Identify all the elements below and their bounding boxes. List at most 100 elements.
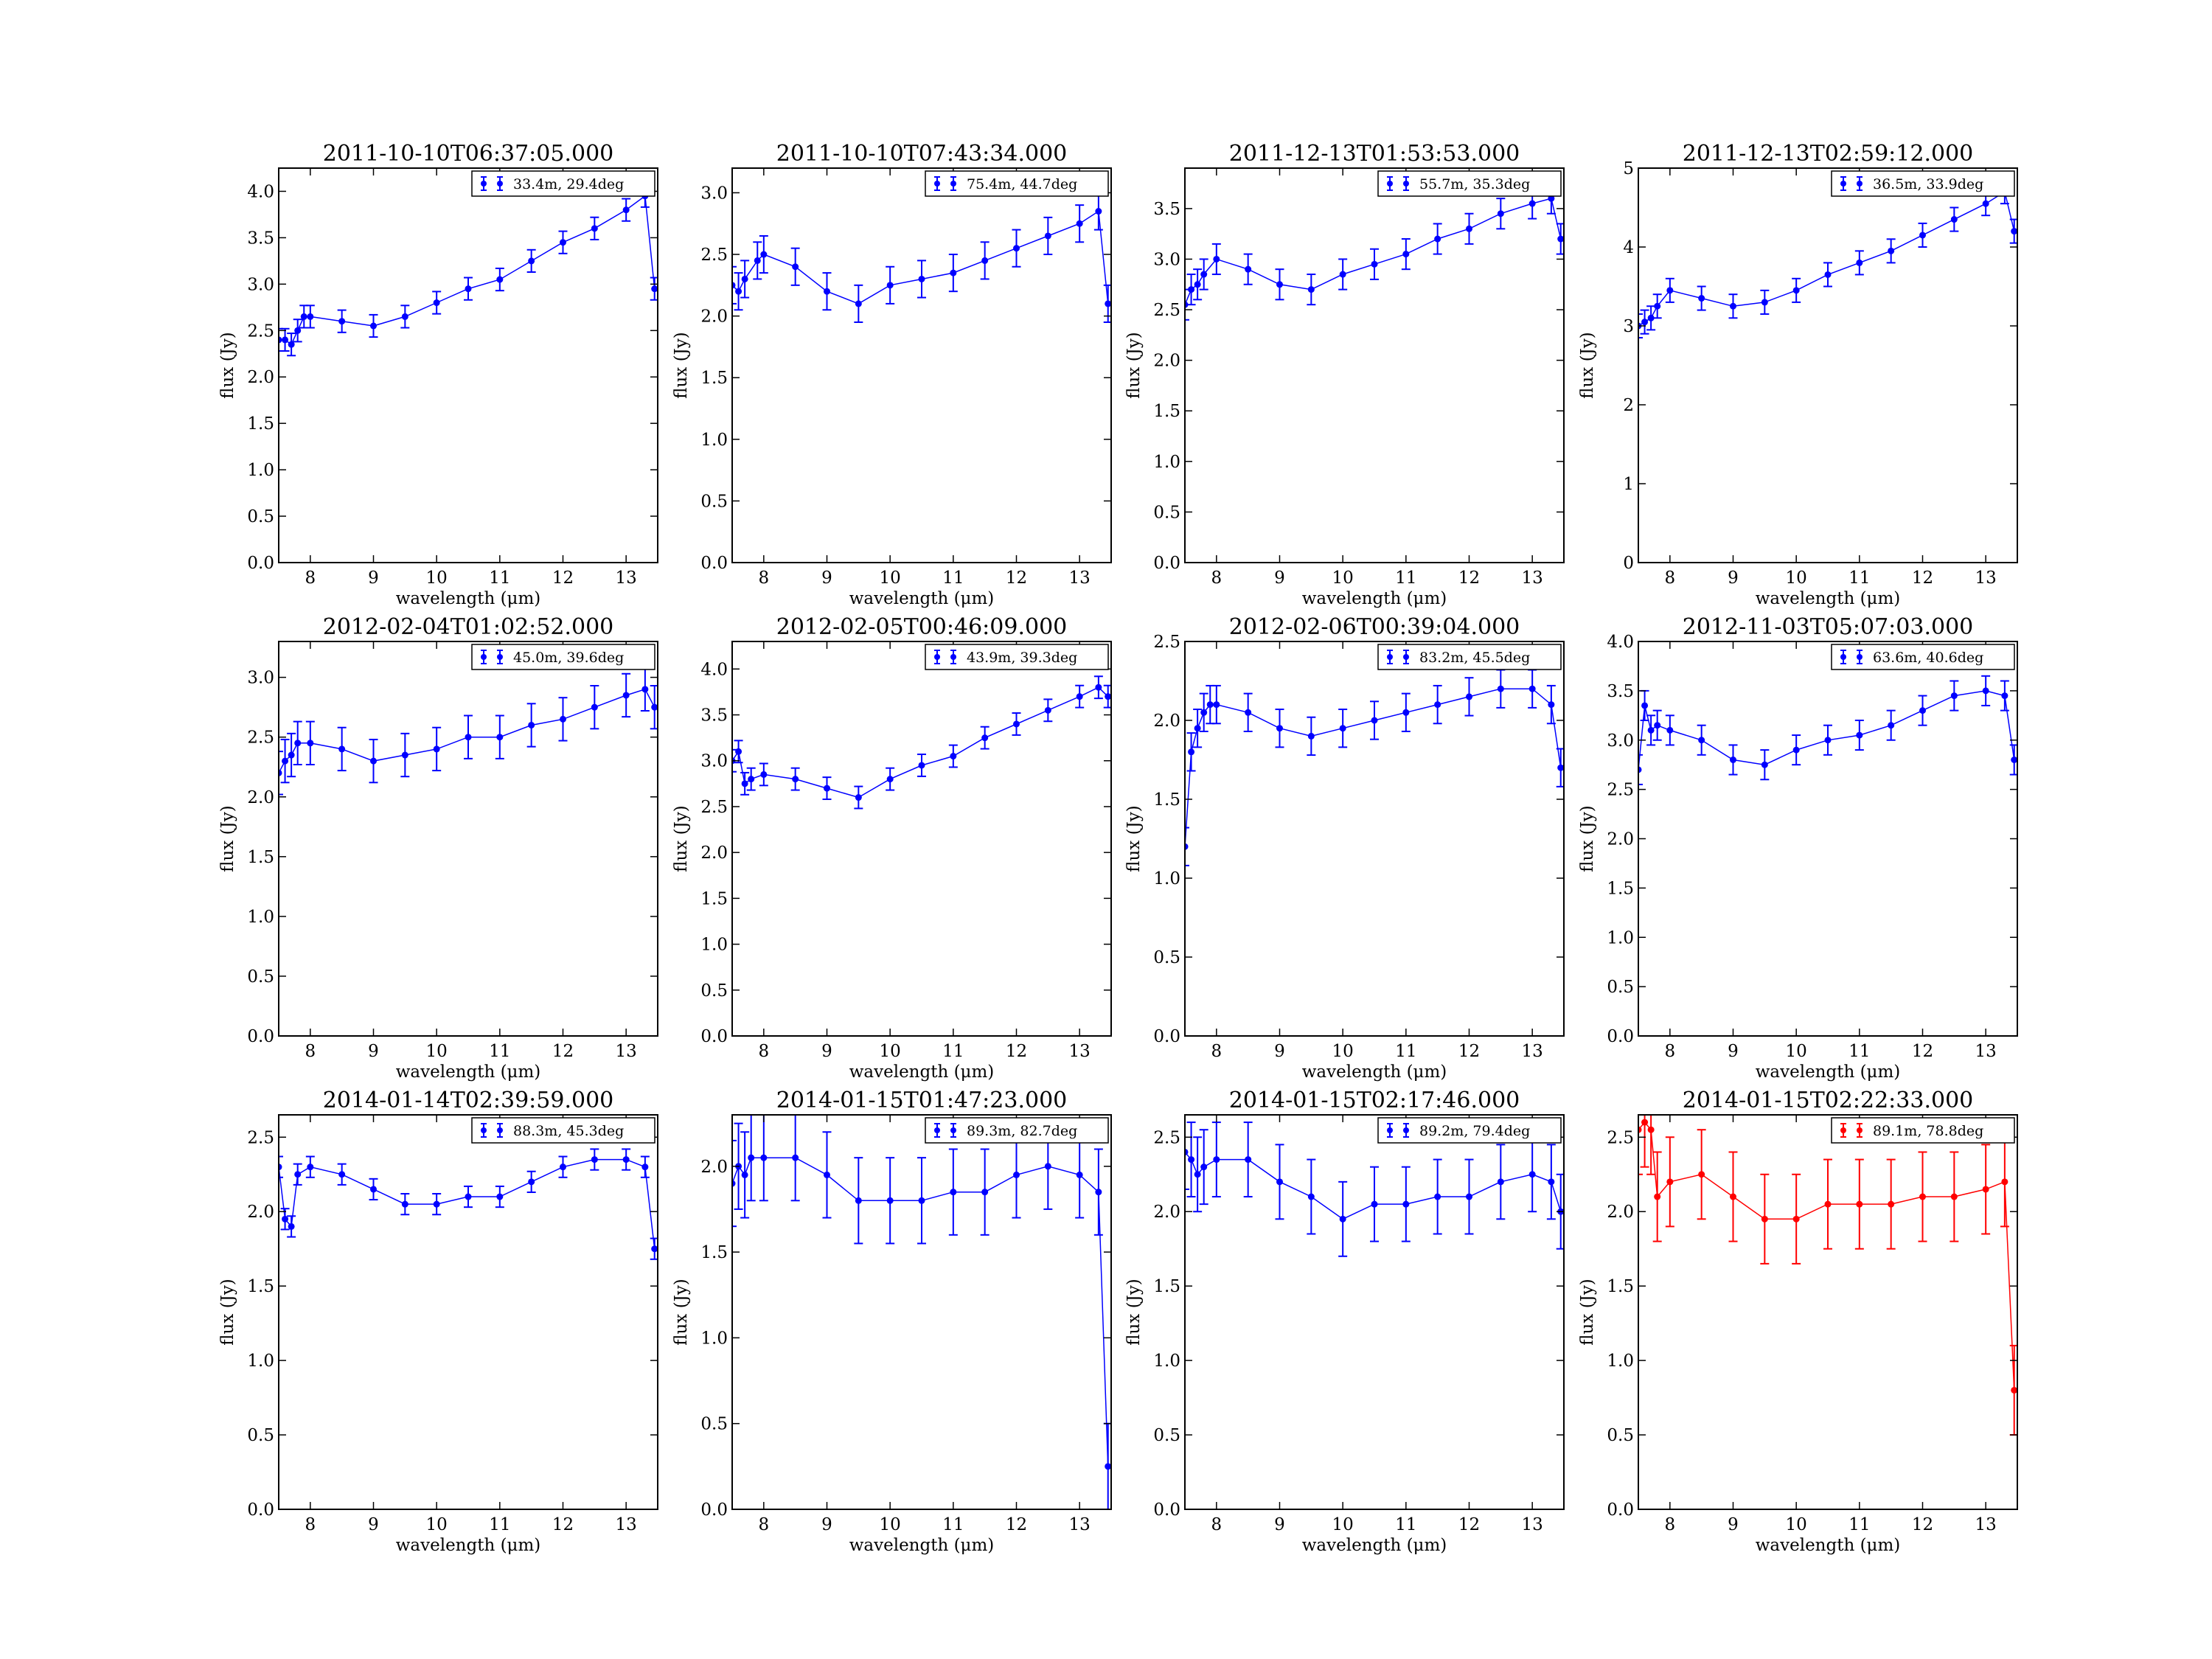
y-tick-label: 3.0 <box>700 752 728 771</box>
x-axis-label: wavelength (μm) <box>1756 1062 1901 1082</box>
series-line <box>279 195 655 346</box>
data-point <box>1245 709 1252 716</box>
x-tick-label: 12 <box>1458 1042 1480 1061</box>
legend: 75.4m, 44.7deg <box>925 170 1109 197</box>
data-point <box>760 1154 768 1161</box>
x-tick-label: 8 <box>305 568 316 588</box>
y-axis-label: flux (Jy) <box>672 805 691 872</box>
y-tick-label: 0.0 <box>247 1500 274 1520</box>
data-point <box>294 1171 302 1178</box>
x-tick-label: 12 <box>1458 1515 1480 1534</box>
y-tick-label: 3.0 <box>1607 731 1634 751</box>
y-tick-label: 5 <box>1623 159 1634 178</box>
legend-label: 89.3m, 82.7deg <box>967 1123 1077 1139</box>
data-point <box>433 1200 440 1208</box>
y-tick-label: 2.5 <box>700 798 728 817</box>
data-point <box>2011 228 2017 235</box>
series-line <box>732 686 1109 799</box>
y-tick-label: 3.5 <box>247 229 274 248</box>
legend-label: 89.2m, 79.4deg <box>1419 1123 1530 1139</box>
subplot-8: 2012-11-03T05:07:03.000 8 9 10 11 12 13 0.0 0.5 1… <box>1578 614 2018 1082</box>
legend-marker-point <box>950 181 956 187</box>
data-point <box>465 285 472 293</box>
y-tick-label: 4.0 <box>1607 633 1634 652</box>
y-tick-label: 2.5 <box>1153 633 1180 652</box>
series-line <box>1185 198 1562 305</box>
data-point <box>1856 1200 1863 1208</box>
y-axis-label: flux (Jy) <box>1578 1279 1597 1346</box>
data-point <box>1402 251 1410 258</box>
data-point <box>855 300 862 307</box>
data-point <box>279 1164 282 1171</box>
data-point <box>1730 302 1736 310</box>
data-series <box>279 667 658 796</box>
y-axis-label: flux (Jy) <box>1124 805 1144 872</box>
data-point <box>1666 1178 1674 1186</box>
legend: 89.3m, 82.7deg <box>925 1117 1109 1144</box>
y-tick-label: 1.5 <box>1607 1277 1634 1296</box>
legend-marker-point <box>1403 1127 1409 1133</box>
y-tick-label: 2.5 <box>1607 1128 1634 1147</box>
data-point <box>1044 232 1051 240</box>
y-tick-label: 2.5 <box>1153 301 1180 320</box>
data-point <box>855 794 862 801</box>
y-tick-label: 2.5 <box>247 1128 274 1147</box>
data-point <box>1213 255 1220 262</box>
x-axis-label: wavelength (μm) <box>849 1536 995 1555</box>
data-point <box>651 1245 658 1253</box>
data-point <box>1856 259 1863 266</box>
data-point <box>760 771 768 778</box>
data-point <box>1641 1119 1649 1126</box>
y-tick-label: 2.0 <box>700 307 728 327</box>
x-tick-label: 13 <box>616 568 637 588</box>
data-point <box>1982 200 1989 207</box>
data-point <box>1213 701 1220 709</box>
data-point <box>1105 693 1111 700</box>
data-point <box>741 1171 748 1178</box>
data-point <box>1095 684 1102 691</box>
x-axis-label: wavelength (μm) <box>1302 1536 1447 1555</box>
data-series <box>1185 182 1564 321</box>
legend-marker-point <box>1387 1127 1393 1133</box>
subplot-title: 2014-01-15T02:17:46.000 <box>1229 1088 1520 1113</box>
data-point <box>1666 287 1674 294</box>
subplot-title: 2012-02-04T01:02:52.000 <box>323 614 614 640</box>
legend-marker-point <box>481 654 487 660</box>
data-point <box>1856 731 1863 739</box>
data-point <box>1200 271 1208 278</box>
x-tick-label: 12 <box>1006 568 1027 588</box>
data-point <box>1013 245 1020 252</box>
y-tick-label: 2.5 <box>1153 1128 1180 1147</box>
data-point <box>748 776 755 783</box>
x-tick-label: 11 <box>489 1042 510 1061</box>
x-tick-label: 13 <box>1975 568 1997 588</box>
y-tick-label: 1.5 <box>1153 402 1180 421</box>
x-axis-label: wavelength (μm) <box>849 589 995 608</box>
y-tick-label: 1.0 <box>1153 1352 1180 1371</box>
axes-frame <box>1638 167 2018 563</box>
axes-frame <box>731 641 1112 1037</box>
data-point <box>1095 1189 1102 1196</box>
x-tick-label: 9 <box>1728 1042 1739 1061</box>
x-tick-label: 12 <box>1458 568 1480 588</box>
y-tick-label: 0.5 <box>1607 978 1634 997</box>
y-tick-label: 1.5 <box>700 889 728 908</box>
data-point <box>1888 722 1895 729</box>
y-tick-label: 2.5 <box>247 321 274 341</box>
y-tick-label: 4.0 <box>247 182 274 201</box>
data-point <box>1339 1215 1346 1222</box>
y-tick-label: 0.0 <box>1153 554 1180 573</box>
data-point <box>282 757 289 765</box>
x-tick-label: 11 <box>1395 1515 1416 1534</box>
data-point <box>591 703 598 711</box>
subplot-title: 2011-12-13T02:59:12.000 <box>1683 141 1974 167</box>
x-tick-label: 10 <box>1332 1042 1354 1061</box>
y-axis-label: flux (Jy) <box>1578 332 1597 399</box>
axes-frame <box>1184 167 1565 563</box>
data-point <box>370 1186 377 1193</box>
data-point <box>792 1154 799 1161</box>
data-point <box>1824 737 1832 744</box>
y-tick-label: 1.0 <box>1607 928 1634 947</box>
data-point <box>735 288 742 295</box>
x-tick-label: 9 <box>1274 1515 1285 1534</box>
